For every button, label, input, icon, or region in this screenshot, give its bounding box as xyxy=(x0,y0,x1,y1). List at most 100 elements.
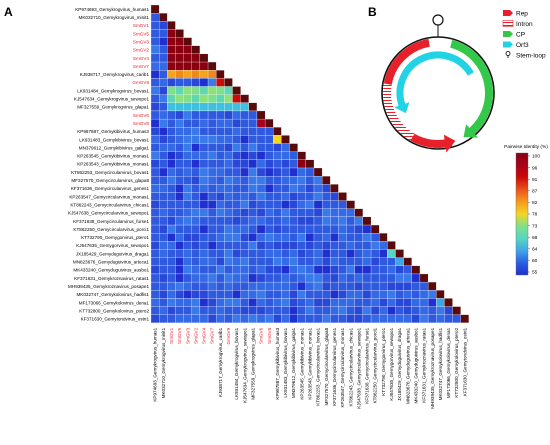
row-label: SmGV6 xyxy=(133,113,150,118)
matrix-cell xyxy=(379,257,388,266)
matrix-cell xyxy=(427,290,437,299)
matrix-cell xyxy=(297,216,306,226)
matrix-cell xyxy=(191,306,201,315)
matrix-cell xyxy=(199,167,209,177)
legend-swatch xyxy=(503,31,513,37)
matrix-cell xyxy=(199,184,209,193)
matrix-cell xyxy=(370,290,380,299)
matrix-cell xyxy=(281,143,290,152)
matrix-cell xyxy=(159,208,168,218)
matrix-cell xyxy=(313,241,323,250)
matrix-cell xyxy=(240,241,249,250)
matrix-cell xyxy=(183,176,192,185)
colorbar-gradient xyxy=(515,152,529,276)
matrix-cell xyxy=(338,216,347,226)
matrix-cell xyxy=(191,53,201,63)
matrix-cell xyxy=(248,200,258,209)
matrix-cell xyxy=(216,192,225,201)
matrix-cell xyxy=(224,273,233,283)
matrix-cell xyxy=(305,257,315,266)
matrix-cell xyxy=(281,200,290,209)
matrix-cell xyxy=(419,298,429,307)
matrix-cell xyxy=(191,176,201,185)
matrix-cell xyxy=(240,265,249,275)
matrix-cell xyxy=(264,216,274,226)
matrix-cell xyxy=(191,192,201,201)
matrix-cell xyxy=(248,265,258,275)
matrix-cell xyxy=(395,290,404,299)
matrix-cell xyxy=(346,281,355,291)
matrix-cell xyxy=(370,281,380,291)
matrix-cell xyxy=(305,281,315,291)
matrix-cell xyxy=(387,298,396,307)
matrix-cell xyxy=(330,314,339,323)
matrix-cell xyxy=(150,78,160,87)
matrix-cell xyxy=(207,94,217,103)
matrix-cell xyxy=(224,159,233,169)
matrix-cell xyxy=(338,290,347,299)
matrix-cell xyxy=(346,224,355,234)
matrix-cell xyxy=(338,314,347,323)
matrix-cell xyxy=(330,265,339,275)
matrix-cell xyxy=(232,281,241,291)
matrix-cell xyxy=(199,53,209,63)
matrix-cell xyxy=(240,102,249,112)
matrix-cell xyxy=(159,29,168,38)
matrix-cell xyxy=(232,290,241,299)
panel-label-b: B xyxy=(368,5,377,19)
matrix-cell xyxy=(191,143,201,152)
matrix-cell xyxy=(232,94,241,103)
matrix-cell xyxy=(199,143,209,152)
matrix-cell xyxy=(159,86,168,95)
matrix-cell xyxy=(150,184,160,193)
matrix-cell xyxy=(216,298,225,307)
matrix-cell xyxy=(256,151,266,160)
matrix-cell xyxy=(240,314,249,323)
matrix-cell xyxy=(150,151,160,160)
matrix-cell xyxy=(167,216,176,226)
matrix-cell xyxy=(297,281,306,291)
matrix-cell xyxy=(183,298,192,307)
matrix-cell xyxy=(232,184,241,193)
matrix-cell xyxy=(411,273,421,283)
matrix-cell xyxy=(216,184,225,193)
matrix-cell xyxy=(224,78,233,87)
matrix-cell xyxy=(264,159,274,169)
matrix-cell xyxy=(207,265,217,275)
matrix-cell xyxy=(232,127,241,136)
matrix-cell xyxy=(175,167,184,177)
column-label: MK032710_Gemykrogvirus_minit1 xyxy=(161,327,166,398)
matrix-cell xyxy=(150,216,160,226)
matrix-cell xyxy=(289,241,298,250)
matrix-cell xyxy=(256,241,266,250)
matrix-cell xyxy=(248,216,258,226)
matrix-cell xyxy=(183,281,192,291)
matrix-cell xyxy=(362,233,372,242)
matrix-cell xyxy=(175,151,184,160)
matrix-cell xyxy=(281,249,290,258)
matrix-cell xyxy=(419,281,429,291)
matrix-cell xyxy=(313,249,323,258)
matrix-cell xyxy=(232,208,241,218)
matrix-cell xyxy=(224,233,233,242)
matrix-cell xyxy=(403,265,412,275)
matrix-cell xyxy=(297,314,306,323)
matrix-cell xyxy=(313,314,323,323)
matrix-cell xyxy=(322,314,331,323)
matrix-cell xyxy=(240,281,249,291)
matrix-cell xyxy=(248,127,258,136)
matrix-cell xyxy=(207,233,217,242)
matrix-cell xyxy=(305,208,315,218)
matrix-cell xyxy=(199,94,209,103)
matrix-cell xyxy=(216,151,225,160)
matrix-cell xyxy=(297,224,306,234)
matrix-cell xyxy=(256,118,266,128)
matrix-cell xyxy=(150,233,160,242)
matrix-cell xyxy=(216,265,225,275)
row-label: KT862253_Gemycircularvirus_bovas1 xyxy=(71,170,149,175)
matrix-cell xyxy=(346,273,355,283)
matrix-cell xyxy=(264,167,274,177)
matrix-cell xyxy=(207,273,217,283)
matrix-cell xyxy=(240,233,249,242)
genome-map xyxy=(381,14,495,153)
